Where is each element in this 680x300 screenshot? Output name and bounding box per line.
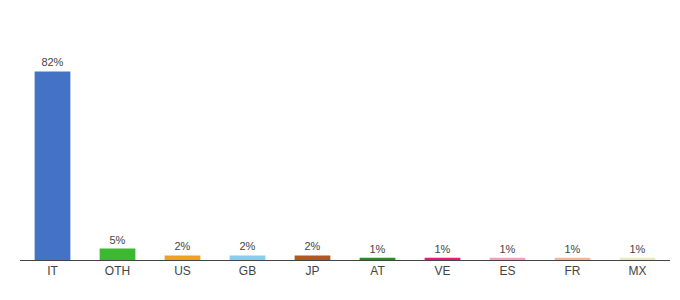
svg-text:JP: JP: [305, 264, 319, 278]
svg-text:1%: 1%: [629, 243, 645, 255]
svg-text:2%: 2%: [174, 240, 190, 252]
svg-text:1%: 1%: [369, 243, 385, 255]
svg-text:2%: 2%: [239, 240, 255, 252]
svg-text:GB: GB: [239, 264, 256, 278]
svg-text:5%: 5%: [109, 234, 125, 246]
svg-text:1%: 1%: [434, 243, 450, 255]
svg-text:MX: MX: [629, 264, 647, 278]
svg-text:FR: FR: [565, 264, 581, 278]
svg-text:1%: 1%: [564, 243, 580, 255]
svg-text:1%: 1%: [499, 243, 515, 255]
svg-text:VE: VE: [434, 264, 450, 278]
svg-text:IT: IT: [47, 264, 58, 278]
svg-text:82%: 82%: [41, 56, 63, 68]
svg-text:US: US: [174, 264, 191, 278]
svg-text:2%: 2%: [304, 240, 320, 252]
svg-text:OTH: OTH: [105, 264, 130, 278]
svg-text:ES: ES: [499, 264, 515, 278]
svg-text:AT: AT: [370, 264, 385, 278]
